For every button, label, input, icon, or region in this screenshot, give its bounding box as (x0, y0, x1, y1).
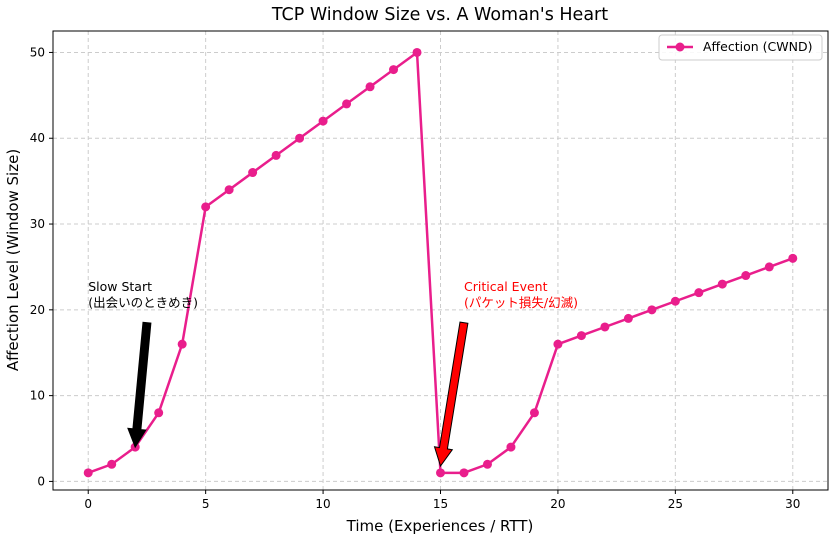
x-tick-label: 10 (315, 497, 330, 511)
data-point (365, 82, 375, 92)
annotations: Slow Start (出会いのときめき) Critical Event (パケット損… (88, 279, 578, 468)
data-point (717, 279, 727, 289)
x-tick-label: 0 (84, 497, 92, 511)
data-point (600, 322, 610, 332)
data-point (177, 339, 187, 349)
data-point (647, 305, 657, 315)
data-point (295, 133, 305, 143)
x-tick-label: 25 (668, 497, 683, 511)
data-point (412, 47, 422, 57)
data-point (248, 168, 258, 178)
y-tick-label: 50 (30, 45, 45, 59)
data-point (741, 271, 751, 281)
data-point (83, 468, 93, 478)
data-point (694, 288, 704, 298)
annotation-arrow-critical-event (433, 321, 469, 468)
data-point (436, 468, 445, 478)
data-point (788, 253, 798, 263)
annotation-line: Slow Start (88, 279, 152, 294)
annotation-text-critical-event: Critical Event (パケット損失/幻滅) (464, 279, 578, 310)
chart-title: TCP Window Size vs. A Woman's Heart (271, 5, 608, 25)
x-tick-label: 15 (433, 497, 448, 511)
data-point (764, 262, 774, 272)
data-point (553, 339, 563, 349)
data-point (670, 296, 680, 306)
data-point (107, 459, 117, 469)
y-tick-label: 0 (37, 474, 45, 488)
x-axis-title: Time (Experiences / RTT) (346, 517, 534, 535)
data-point (154, 408, 164, 418)
x-tick-label: 30 (785, 497, 800, 511)
grid (53, 31, 828, 490)
annotation-line: (パケット損失/幻滅) (464, 295, 578, 310)
data-point (318, 116, 328, 126)
x-tick-label: 20 (550, 497, 565, 511)
series-layer (83, 47, 798, 478)
annotation-text-slow-start: Slow Start (出会いのときめき) (88, 279, 198, 310)
legend: Affection (CWND) (658, 34, 823, 61)
y-tick-label: 40 (30, 131, 45, 145)
data-point (389, 65, 399, 75)
legend-swatch-marker (675, 42, 685, 52)
data-point (459, 468, 469, 478)
data-point (506, 442, 516, 452)
legend-box (658, 34, 823, 61)
data-point (342, 99, 352, 109)
data-point (576, 331, 586, 341)
plot-frame (52, 30, 829, 491)
annotation-line: Critical Event (464, 279, 548, 294)
legend-label: Affection (CWND) (703, 39, 812, 54)
x-tick-label: 5 (202, 497, 210, 511)
y-tick-label: 30 (30, 217, 45, 231)
data-point (529, 408, 539, 418)
data-point (482, 459, 492, 469)
y-tick-label: 20 (30, 303, 45, 317)
data-point (623, 313, 633, 323)
axis-ticks: 0 5 10 15 20 25 30 0 10 20 30 40 50 (30, 45, 801, 511)
data-point (201, 202, 211, 212)
data-point (271, 150, 281, 160)
annotation-line: (出会いのときめき) (88, 295, 198, 310)
data-point (224, 185, 234, 195)
annotation-arrow-slow-start (127, 321, 152, 449)
y-axis-title: Affection Level (Window Size) (4, 149, 22, 371)
y-tick-label: 10 (30, 389, 45, 403)
